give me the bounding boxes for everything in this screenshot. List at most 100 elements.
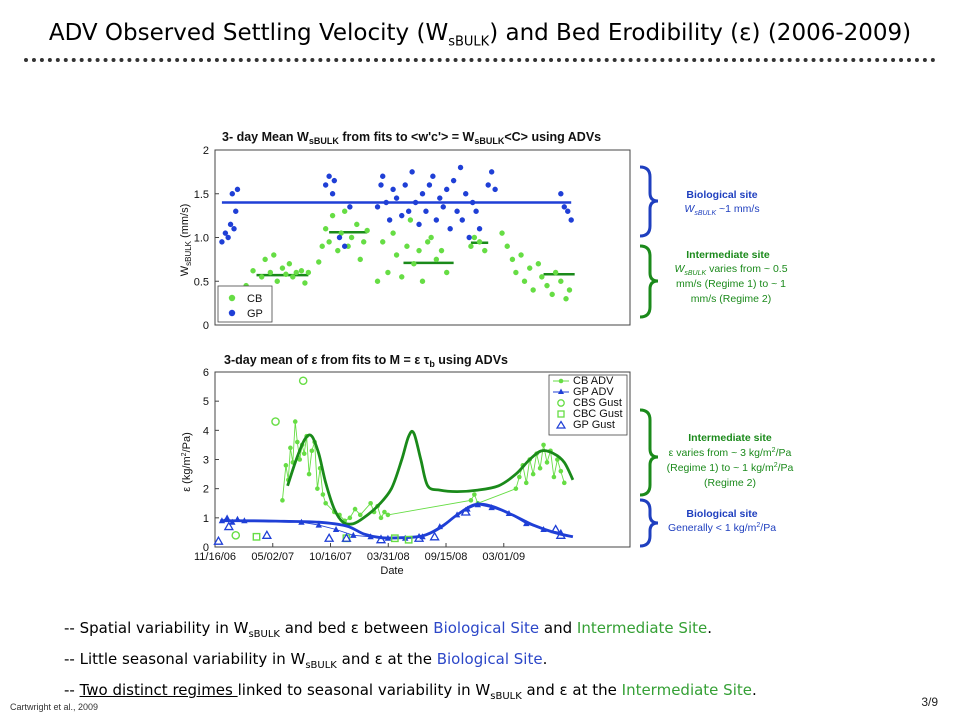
bottom-x-tick-label: 11/16/06 (194, 551, 236, 563)
bio-top-brace (639, 165, 659, 238)
bottom-legend-cbs-gust: CBS Gust (573, 397, 622, 409)
top-point-gp (463, 191, 469, 197)
top-point-gp (234, 186, 241, 193)
top-point-gp (229, 191, 235, 197)
top-point-gp (341, 243, 348, 249)
top-y-tick-label: 1.5 (194, 189, 209, 201)
bottom-plot: 0 1 2 3 4 5 6 11/16/06 05/02/07 10/16/07 03/31/08… (181, 367, 631, 577)
int-top-desc-1: WsBULK varies from ~ 0.5 (674, 263, 787, 277)
top-point-gp (331, 177, 338, 184)
top-point-cb (293, 269, 299, 276)
bio-bottom-desc: Generally < 1 kg/m2/Pa (668, 522, 776, 534)
bottom-legend-gp-adv: GP ADV (573, 386, 614, 398)
bottom-point-cb-adv (306, 471, 312, 477)
title-divider (24, 58, 936, 62)
bio-bottom-label: Biological site (686, 508, 757, 520)
bottom-point-cb-adv (382, 509, 387, 515)
bottom-point-cb-adv (295, 439, 300, 445)
bottom-fit-curve (286, 429, 575, 526)
top-point-gp (476, 226, 483, 232)
bottom-point-cb-adv (352, 506, 358, 512)
legend-gp-gust-marker (555, 420, 567, 429)
bottom-legend: CB ADV GP ADV CBS Gust CBC Gust GP Gust (548, 374, 628, 436)
bottom-point-gp-gust (213, 535, 224, 545)
bottom-x-tick-label: 09/15/08 (425, 551, 468, 563)
top-point-cb (404, 243, 410, 249)
bottom-point-cb-adv (301, 451, 307, 456)
top-point-gp (454, 208, 460, 214)
bottom-point-cbc-gust (404, 535, 413, 544)
top-point-gp (390, 186, 396, 193)
bottom-point-gp-adv (223, 514, 231, 521)
bottom-point-cb-adv (517, 474, 522, 480)
legend-cbs-gust-marker (557, 399, 565, 407)
top-point-gp (473, 208, 479, 214)
top-point-gp (444, 186, 450, 193)
top-point-cb (539, 274, 545, 280)
top-point-cb (428, 234, 434, 241)
top-point-cb (274, 278, 280, 284)
bottom-point-cb-adv (555, 457, 560, 462)
top-point-cb (471, 234, 478, 241)
bottom-point-gp-gust (375, 534, 387, 544)
top-point-cb (298, 268, 305, 274)
top-point-cb (380, 239, 386, 245)
bottom-y-tick-label: 6 (203, 367, 209, 379)
bottom-point-cb-adv (320, 492, 326, 497)
bottom-y-tick-label: 5 (203, 396, 209, 408)
top-point-gp (393, 195, 400, 201)
top-point-gp (378, 182, 384, 188)
bottom-point-gp-gust (413, 532, 425, 542)
top-point-cb (566, 287, 573, 293)
top-point-gp (383, 199, 389, 206)
bottom-y-tick-label: 2 (203, 484, 209, 496)
int-bottom-brace (639, 408, 659, 497)
bottom-y-tick-label: 0 (203, 542, 209, 554)
bottom-point-gp-adv (350, 531, 357, 538)
top-point-gp (485, 182, 491, 188)
top-point-cb (374, 278, 381, 284)
bottom-legend-cb-adv: CB ADV (573, 375, 614, 387)
top-legend-gp-marker (228, 309, 236, 317)
bottom-point-gp-gust (223, 521, 234, 531)
top-point-gp (558, 191, 564, 197)
bottom-point-cb-adv (309, 448, 315, 454)
int-top-label: Intermediate site (686, 249, 770, 261)
top-point-gp (399, 212, 405, 219)
bottom-legend-cbc-gust: CBC Gust (573, 408, 623, 420)
top-point-cb (326, 239, 332, 245)
top-point-gp (426, 182, 433, 188)
bottom-point-cb-adv (292, 419, 298, 424)
top-point-cb (267, 269, 274, 276)
top-point-cb (279, 265, 286, 271)
slide-title: ADV Observed Settling Velocity (WsBULK) … (48, 20, 912, 50)
top-y-tick-label: 0.5 (194, 276, 209, 288)
top-legend: CB GP (217, 285, 273, 323)
top-point-cb (468, 243, 474, 249)
top-point-cb (341, 208, 348, 214)
legend-cbc-gust-marker (557, 410, 565, 418)
top-point-gp (447, 226, 453, 232)
bottom-y-axis-label: ε (kg/m2/Pa) (181, 432, 193, 492)
top-point-gp (380, 173, 386, 179)
bottom-y-tick-label: 1 (203, 513, 209, 525)
top-point-cb (411, 261, 417, 267)
top-point-gp (568, 217, 574, 223)
bottom-x-tick-label: 05/02/07 (251, 551, 294, 563)
top-point-cb (416, 247, 422, 254)
bio-bottom-brace (639, 498, 659, 548)
bottom-point-cb-adv (385, 512, 391, 518)
top-point-cb (283, 271, 289, 277)
top-point-cb (322, 226, 329, 232)
top-point-gp (488, 169, 495, 175)
bottom-legend-box (548, 374, 628, 436)
bottom-point-cb-adv (378, 515, 384, 521)
bio-top-label: Biological site (686, 189, 757, 201)
int-bottom-desc-1: ε varies from ~ 3 kg/m2/Pa (669, 447, 792, 459)
bottom-point-cb-adv (544, 460, 550, 465)
top-point-cb (262, 256, 268, 263)
top-point-cb (290, 274, 296, 280)
top-point-cb (399, 274, 405, 280)
bottom-point-cb-adv (551, 474, 557, 480)
